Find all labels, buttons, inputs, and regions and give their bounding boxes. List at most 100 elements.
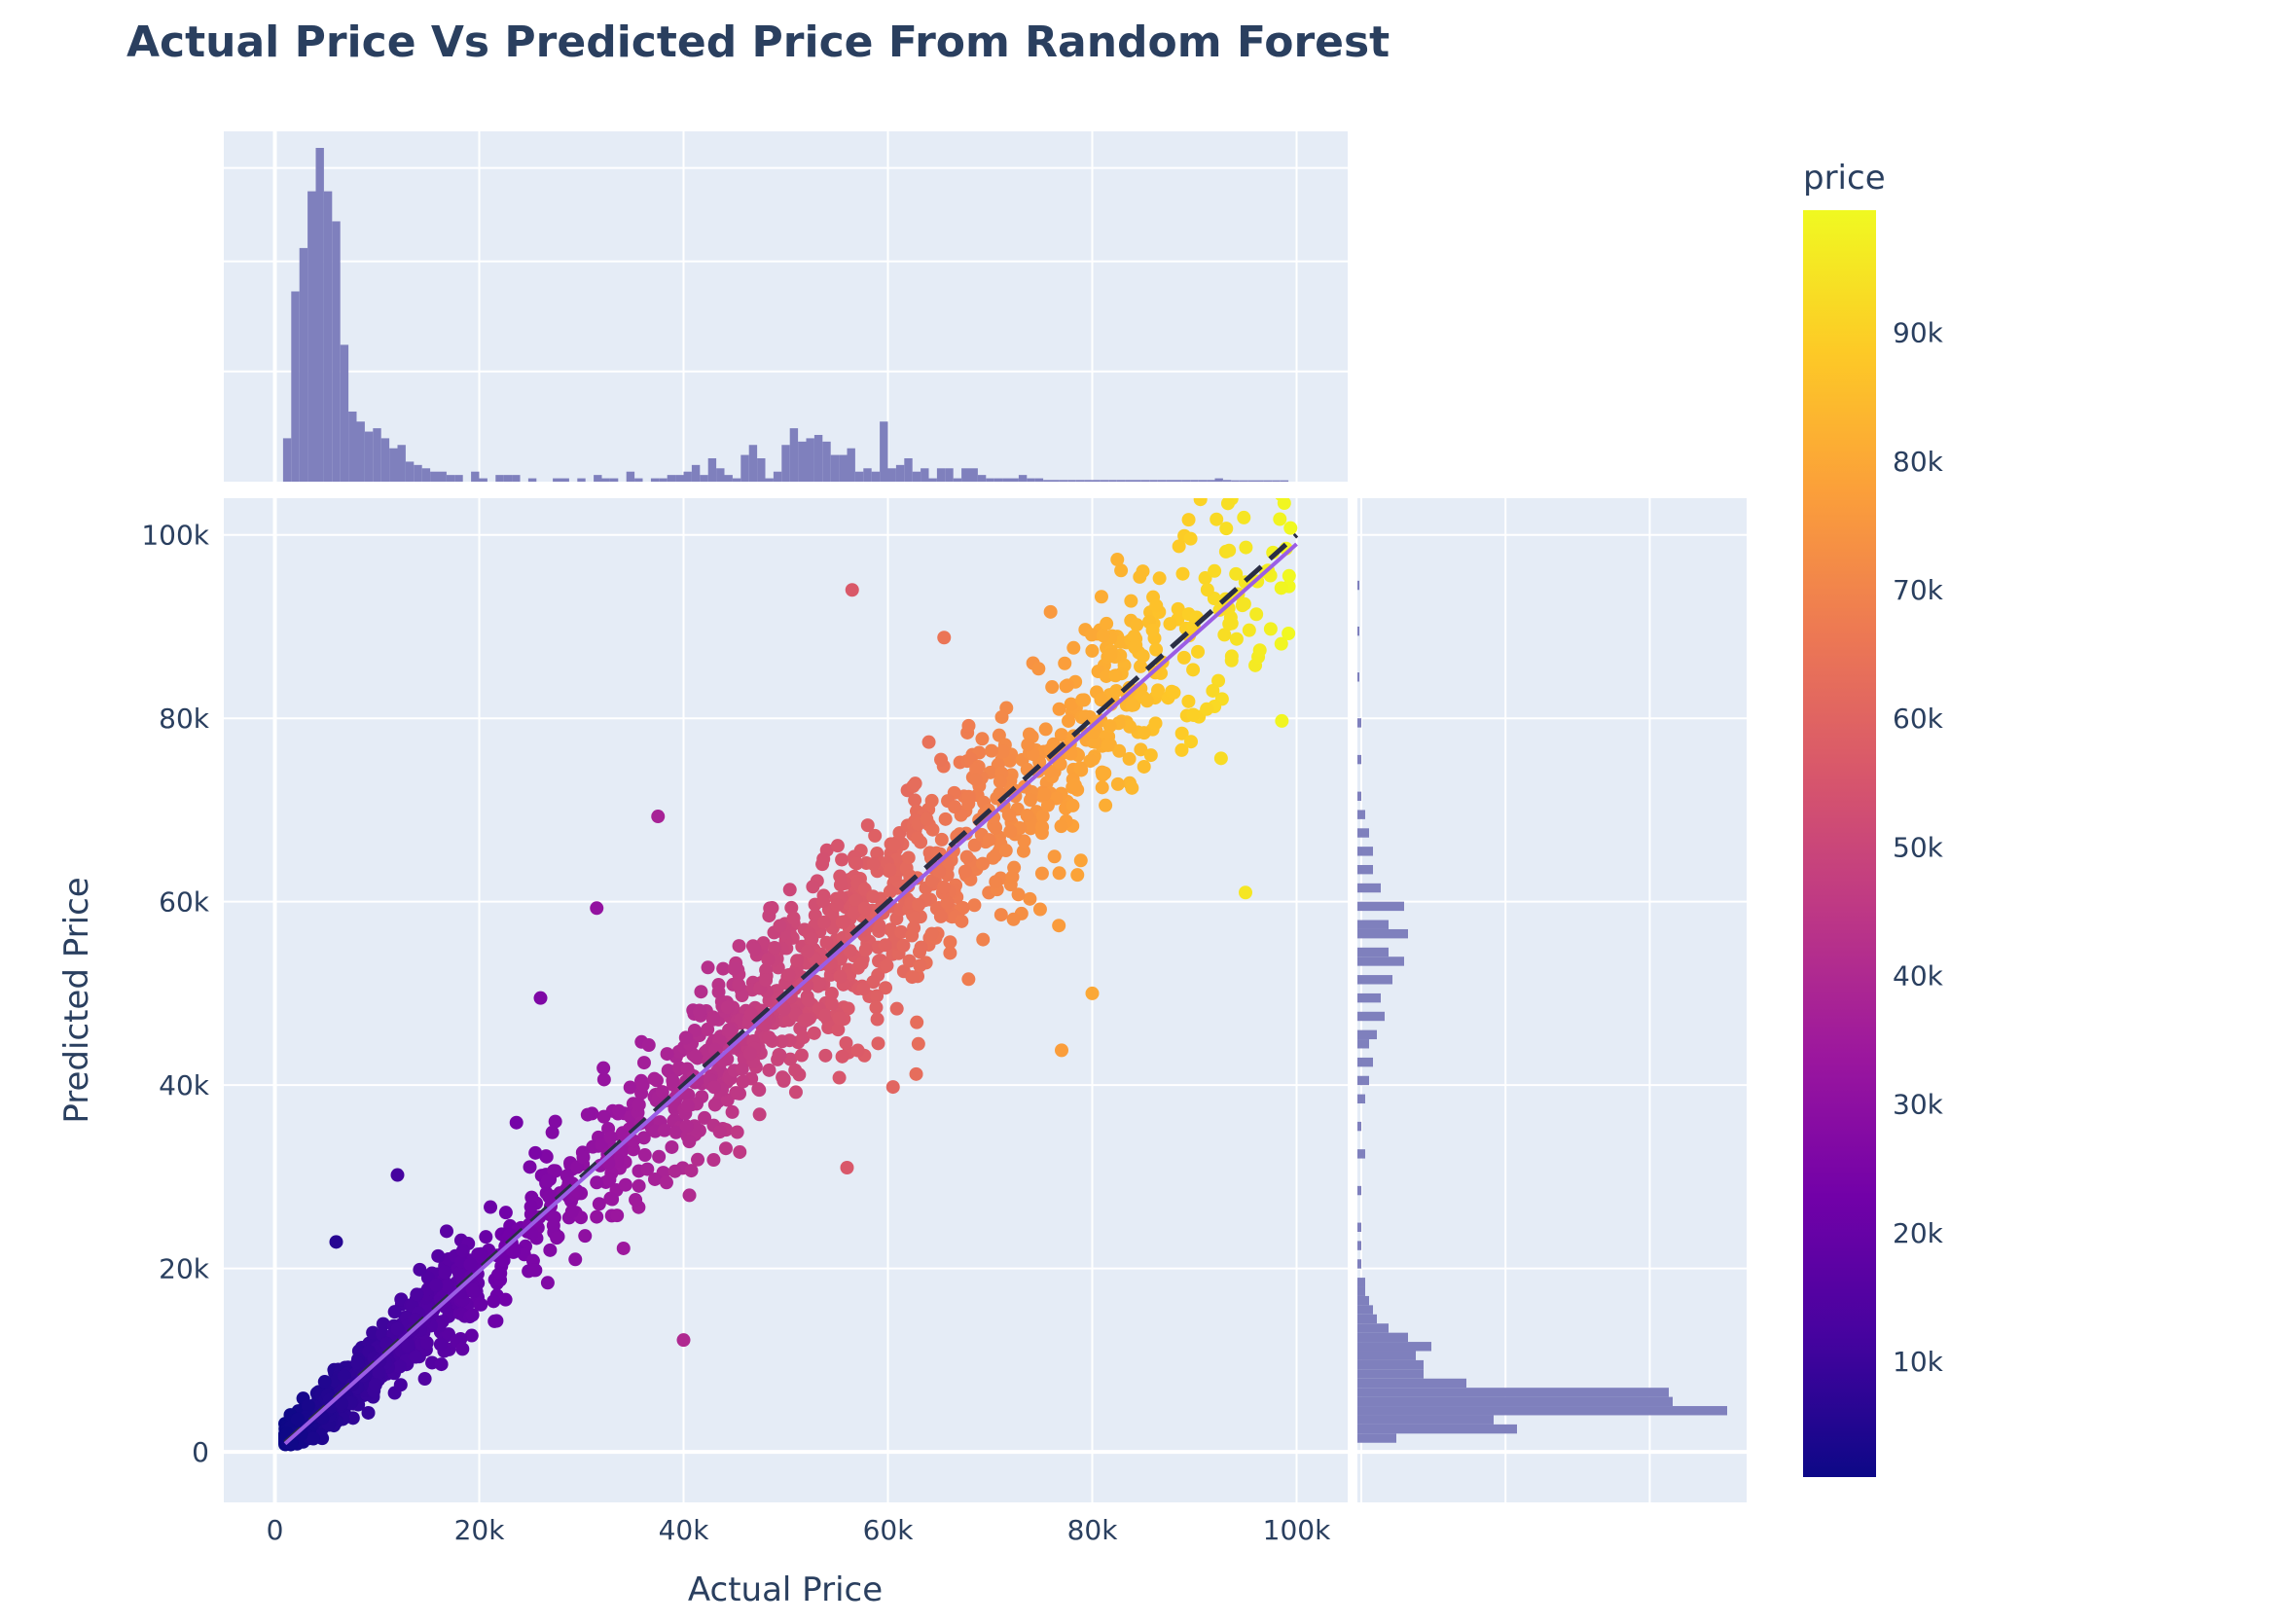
scatter-point [701,960,715,975]
scatter-point [623,1080,637,1095]
scatter-point [493,1266,508,1281]
y-histogram-bar [1357,928,1408,939]
x-histogram-bar [961,468,970,482]
scatter-point [1134,742,1148,757]
scatter-point [1213,751,1228,766]
y-histogram-bar [1357,1369,1424,1379]
y-histogram-bar [1357,1259,1361,1269]
scatter-point [914,940,928,955]
x-histogram-bar [421,468,431,482]
scatter-point [661,1064,675,1078]
scatter-point [1224,649,1239,664]
scatter-point [390,1321,405,1336]
y-histogram-bar [1357,828,1369,838]
scatter-point [722,1023,737,1037]
scatter-point [761,953,776,967]
scatter-point [1137,759,1151,774]
x-histogram-bar [1002,478,1011,482]
y-histogram-bar [1357,1351,1416,1360]
scatter-point [372,1365,386,1380]
scatter-point [1075,693,1090,707]
scatter-point [801,993,815,1008]
scatter-point [762,1063,776,1077]
y-histogram-bar [1357,920,1389,929]
x-histogram-bar [895,464,905,482]
scatter-point [1133,569,1147,584]
scatter-point [868,828,883,843]
scatter-point [967,838,982,852]
scatter-point [548,1114,562,1129]
scatter-point [805,932,819,947]
scatter-point [959,849,974,864]
x-histogram-bar [986,478,994,482]
scatter-point [889,1001,904,1016]
colorbar-tick-label: 50k [1893,831,1944,863]
scatter-point [474,1246,488,1261]
scatter-point [1208,563,1222,578]
scatter-point [932,864,947,879]
scatter-point [913,958,927,973]
scatter-point [1006,912,1021,926]
y-histogram-bar [1357,791,1361,802]
scatter-point [301,1398,315,1413]
scatter-point [1095,780,1109,795]
scatter-point [543,1243,558,1257]
scatter-point [498,1206,513,1220]
scatter-point [570,1160,585,1174]
scatter-point [773,919,787,933]
scatter-point [961,718,976,733]
scatter-point [641,1038,656,1053]
scatter-point [614,1128,629,1142]
scatter-point [924,926,939,941]
scatter-point [937,631,952,645]
scatter-point [816,894,831,909]
scatter-point [909,1066,923,1081]
x-histogram-bar [1051,480,1060,482]
scatter-point [1125,780,1139,795]
scatter-point [902,954,917,968]
x-histogram-bar [1010,478,1019,482]
scatter-point [1045,680,1060,695]
x-histogram-bar [748,445,758,482]
scatter-point [711,985,726,999]
scatter-point [509,1115,524,1130]
scatter-point [487,1294,501,1309]
scatter-point [869,1000,884,1015]
y-histogram-bar [1357,1075,1369,1086]
scatter-point [1206,683,1220,698]
x-histogram-bar [609,478,619,482]
scatter-point [580,1107,595,1122]
x-histogram-bar [904,457,913,482]
scatter-point [1108,668,1123,683]
x-histogram-bar [683,471,692,482]
y-histogram-panel [1357,498,1747,1502]
scatter-point [961,789,976,804]
x-histogram-bar [479,478,488,482]
colorbar-gradient [1803,210,1876,1477]
scatter-point [1191,644,1206,659]
scatter-point [652,1149,667,1164]
scatter-point [392,1359,407,1374]
scatter-point [776,1071,791,1086]
scatter-point [1058,656,1072,670]
scatter-point [1052,866,1066,881]
x-histogram-bar [1255,480,1264,482]
x-histogram-bar [675,475,684,482]
x-histogram-bar [716,468,725,482]
scatter-point [1110,776,1125,791]
scatter-point [464,1328,479,1343]
scatter-point [1064,697,1078,711]
x-histogram-bar [626,471,635,482]
scatter-point [1200,583,1214,597]
x-histogram-bar [1190,480,1199,482]
scatter-point [410,1287,424,1302]
scatter-point [819,935,834,950]
scatter-point [317,1375,332,1389]
x-histogram-bar [667,475,676,482]
scatter-point [596,1072,611,1087]
x-histogram-bar [1108,480,1117,482]
scatter-point [1003,824,1018,839]
x-histogram-bar [601,478,610,482]
colorbar-tick-label: 70k [1893,574,1944,606]
scatter-point [1165,684,1179,699]
